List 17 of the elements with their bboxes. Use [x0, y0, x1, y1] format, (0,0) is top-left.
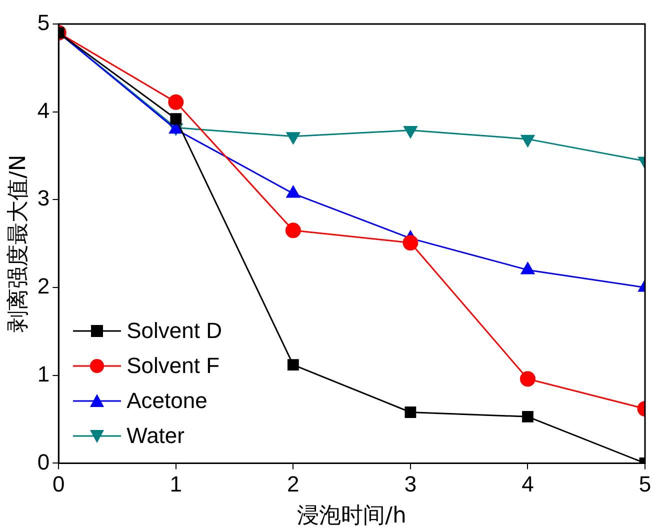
x-tick-label: 2 — [287, 471, 300, 496]
legend-label: Acetone — [126, 387, 208, 416]
legend-label: Water — [126, 422, 184, 450]
y-tick-label: 0 — [37, 449, 50, 474]
x-tick-label: 5 — [638, 471, 652, 496]
x-axis-title: 浸泡时间/h — [297, 504, 406, 529]
legend-label: Solvent F — [126, 352, 220, 380]
y-tick-label: 2 — [37, 274, 50, 299]
y-tick-label: 3 — [37, 186, 50, 211]
y-tick-label: 4 — [37, 98, 50, 123]
x-tick-label: 3 — [404, 471, 417, 496]
x-tick-label: 1 — [170, 471, 182, 496]
y-tick-label: 5 — [37, 10, 50, 36]
x-tick-label: 4 — [522, 471, 534, 496]
legend-label: Solvent D — [126, 317, 222, 346]
y-tick-label: 1 — [37, 361, 50, 386]
y-axis-title: 剥离强度最大值/N — [6, 154, 31, 333]
